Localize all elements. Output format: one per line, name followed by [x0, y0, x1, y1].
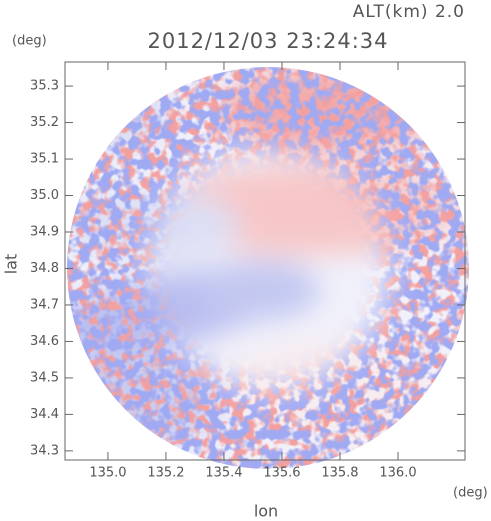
- y-tick-label: 35.0: [30, 188, 59, 203]
- y-tick-label: 34.9: [30, 224, 59, 239]
- x-unit: (deg): [453, 486, 488, 501]
- y-tick-label: 35.1: [30, 152, 59, 167]
- x-tick-label: 135.2: [147, 466, 184, 481]
- y-tick-label: 35.2: [30, 115, 59, 130]
- radar-field: [67, 67, 469, 469]
- x-tick-label: 136.0: [379, 466, 416, 481]
- y-tick-label: 34.3: [30, 443, 59, 458]
- x-axis-label: lon: [254, 502, 278, 521]
- y-tick-label: 34.5: [30, 370, 59, 385]
- y-tick-label: 35.3: [30, 79, 59, 94]
- x-tick-label: 135.4: [205, 466, 242, 481]
- x-tick-label: 135.6: [263, 466, 300, 481]
- plot-frame: [64, 61, 466, 461]
- x-tick-label: 135.8: [321, 466, 358, 481]
- y-tick-label: 34.4: [30, 407, 59, 422]
- y-unit: (deg): [12, 34, 47, 49]
- y-tick-label: 34.6: [30, 334, 59, 349]
- chart-title: 2012/12/03 23:24:34: [147, 29, 388, 53]
- x-tick-label: 135.0: [89, 466, 126, 481]
- y-tick-label: 34.7: [30, 297, 59, 312]
- y-axis-label: lat: [2, 254, 21, 275]
- header: ALT(km) 2.0: [353, 2, 465, 22]
- y-tick-label: 34.8: [30, 261, 59, 276]
